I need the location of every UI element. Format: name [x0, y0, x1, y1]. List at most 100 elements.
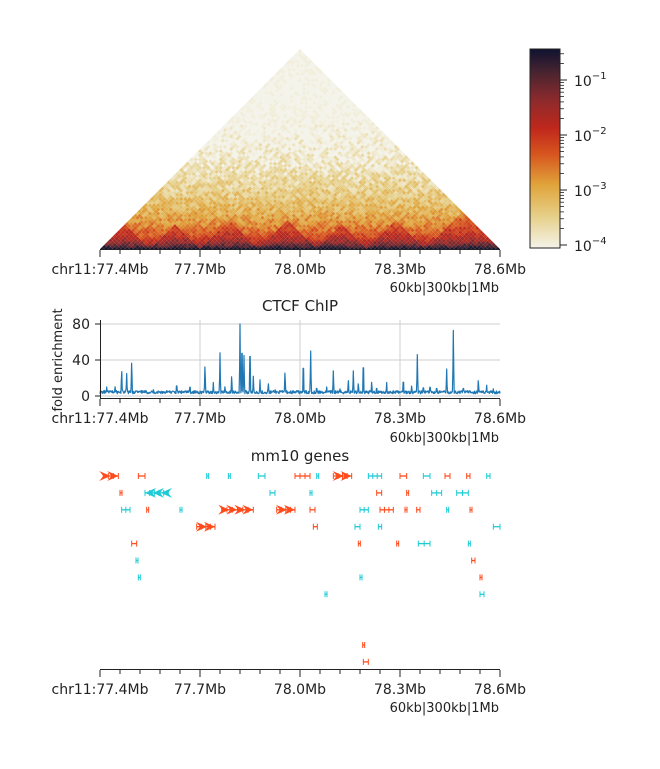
hic-cell [341, 92, 346, 97]
hic-cell [285, 240, 290, 245]
hic-cell [245, 130, 250, 135]
hic-cell [308, 176, 313, 181]
hic-cell [379, 176, 384, 181]
hic-cell [233, 142, 238, 147]
hic-cell [164, 228, 169, 233]
hic-cell [383, 146, 388, 152]
hic-cell [210, 211, 215, 216]
hic-cell [247, 107, 253, 112]
hic-cell [293, 128, 298, 133]
hic-cell [335, 186, 340, 191]
hic-cell [393, 203, 398, 208]
hic-cell [289, 99, 294, 104]
hic-cell [254, 163, 259, 168]
hic-cell [260, 240, 265, 245]
hic-cell [285, 207, 290, 212]
hic-cell [177, 228, 182, 233]
hic-cell [245, 159, 250, 164]
hic-cell [389, 199, 394, 204]
hic-cell [225, 159, 230, 164]
hic-cell [368, 124, 373, 129]
hic-cell [414, 232, 419, 237]
hic-cell [260, 211, 265, 216]
hic-cell [170, 201, 175, 206]
hic-cell [283, 76, 288, 81]
hic-cell [235, 136, 240, 141]
hic-cell [433, 196, 438, 202]
hic-cell [214, 236, 219, 241]
hic-cell [162, 196, 167, 202]
hic-cell [175, 196, 180, 202]
hic-cell [408, 226, 413, 231]
hic-cell [352, 232, 357, 237]
hic-cell [302, 132, 307, 137]
hic-cell [327, 194, 332, 199]
hic-cell [308, 188, 313, 193]
hic-cell [145, 209, 150, 214]
hic-cell [135, 219, 140, 224]
hic-cell [310, 165, 315, 170]
hic-cell [343, 240, 348, 245]
hic-cell [264, 186, 269, 191]
hic-cell [260, 178, 265, 183]
hic-cell [289, 86, 294, 91]
hic-cell [112, 234, 117, 239]
hic-cell [141, 226, 146, 231]
hic-cell [300, 121, 305, 127]
hic-cell [389, 207, 394, 212]
hic-cell [233, 213, 238, 218]
hic-cell [375, 196, 380, 202]
hic-cell [164, 236, 169, 241]
hic-cell [216, 163, 221, 168]
hic-cell [191, 201, 196, 206]
hic-cell [395, 151, 400, 156]
hic-cell [222, 182, 228, 187]
hic-cell [410, 182, 415, 187]
hic-cell [316, 67, 321, 72]
hic-cell [114, 236, 119, 241]
hic-cell [208, 234, 213, 239]
hic-cell [383, 221, 388, 227]
hic-cell [281, 190, 286, 195]
hic-cell [216, 184, 221, 189]
hic-cell [389, 169, 394, 174]
hic-cell [270, 96, 275, 102]
hic-cell [295, 117, 300, 122]
hic-cell [285, 124, 290, 129]
hic-cell [245, 167, 250, 172]
hic-cell [252, 240, 257, 245]
hic-cell [202, 149, 207, 154]
hic-cell [370, 217, 375, 222]
hic-cell [416, 176, 421, 181]
hic-cell [302, 69, 307, 74]
hic-cell [160, 199, 165, 204]
hic-cell [397, 149, 403, 154]
hic-cell [202, 174, 207, 179]
hic-cell [302, 74, 307, 79]
hic-cell [402, 207, 407, 212]
hic-cell [289, 149, 294, 154]
hic-cell [364, 149, 369, 154]
hic-cell [368, 240, 373, 245]
hic-cell [464, 232, 469, 237]
hic-cell [179, 226, 184, 231]
hic-cell [125, 246, 130, 249]
hic-cell [156, 203, 161, 208]
hic-cell [179, 201, 184, 206]
hic-cell [325, 234, 330, 239]
hic-cell [433, 213, 438, 218]
hic-cell [220, 146, 225, 152]
hic-cell [279, 105, 284, 110]
hic-cell [266, 167, 271, 172]
hic-cell [314, 228, 319, 233]
hic-cell [241, 176, 246, 181]
hic-cell [218, 128, 223, 133]
hic-cell [427, 194, 432, 199]
hic-cell [358, 121, 363, 127]
hic-cell [372, 132, 378, 137]
hic-cell [247, 232, 253, 237]
hic-cell [241, 105, 246, 110]
hic-cell [297, 153, 303, 158]
hic-cell [366, 138, 371, 143]
hic-cell [364, 115, 369, 120]
